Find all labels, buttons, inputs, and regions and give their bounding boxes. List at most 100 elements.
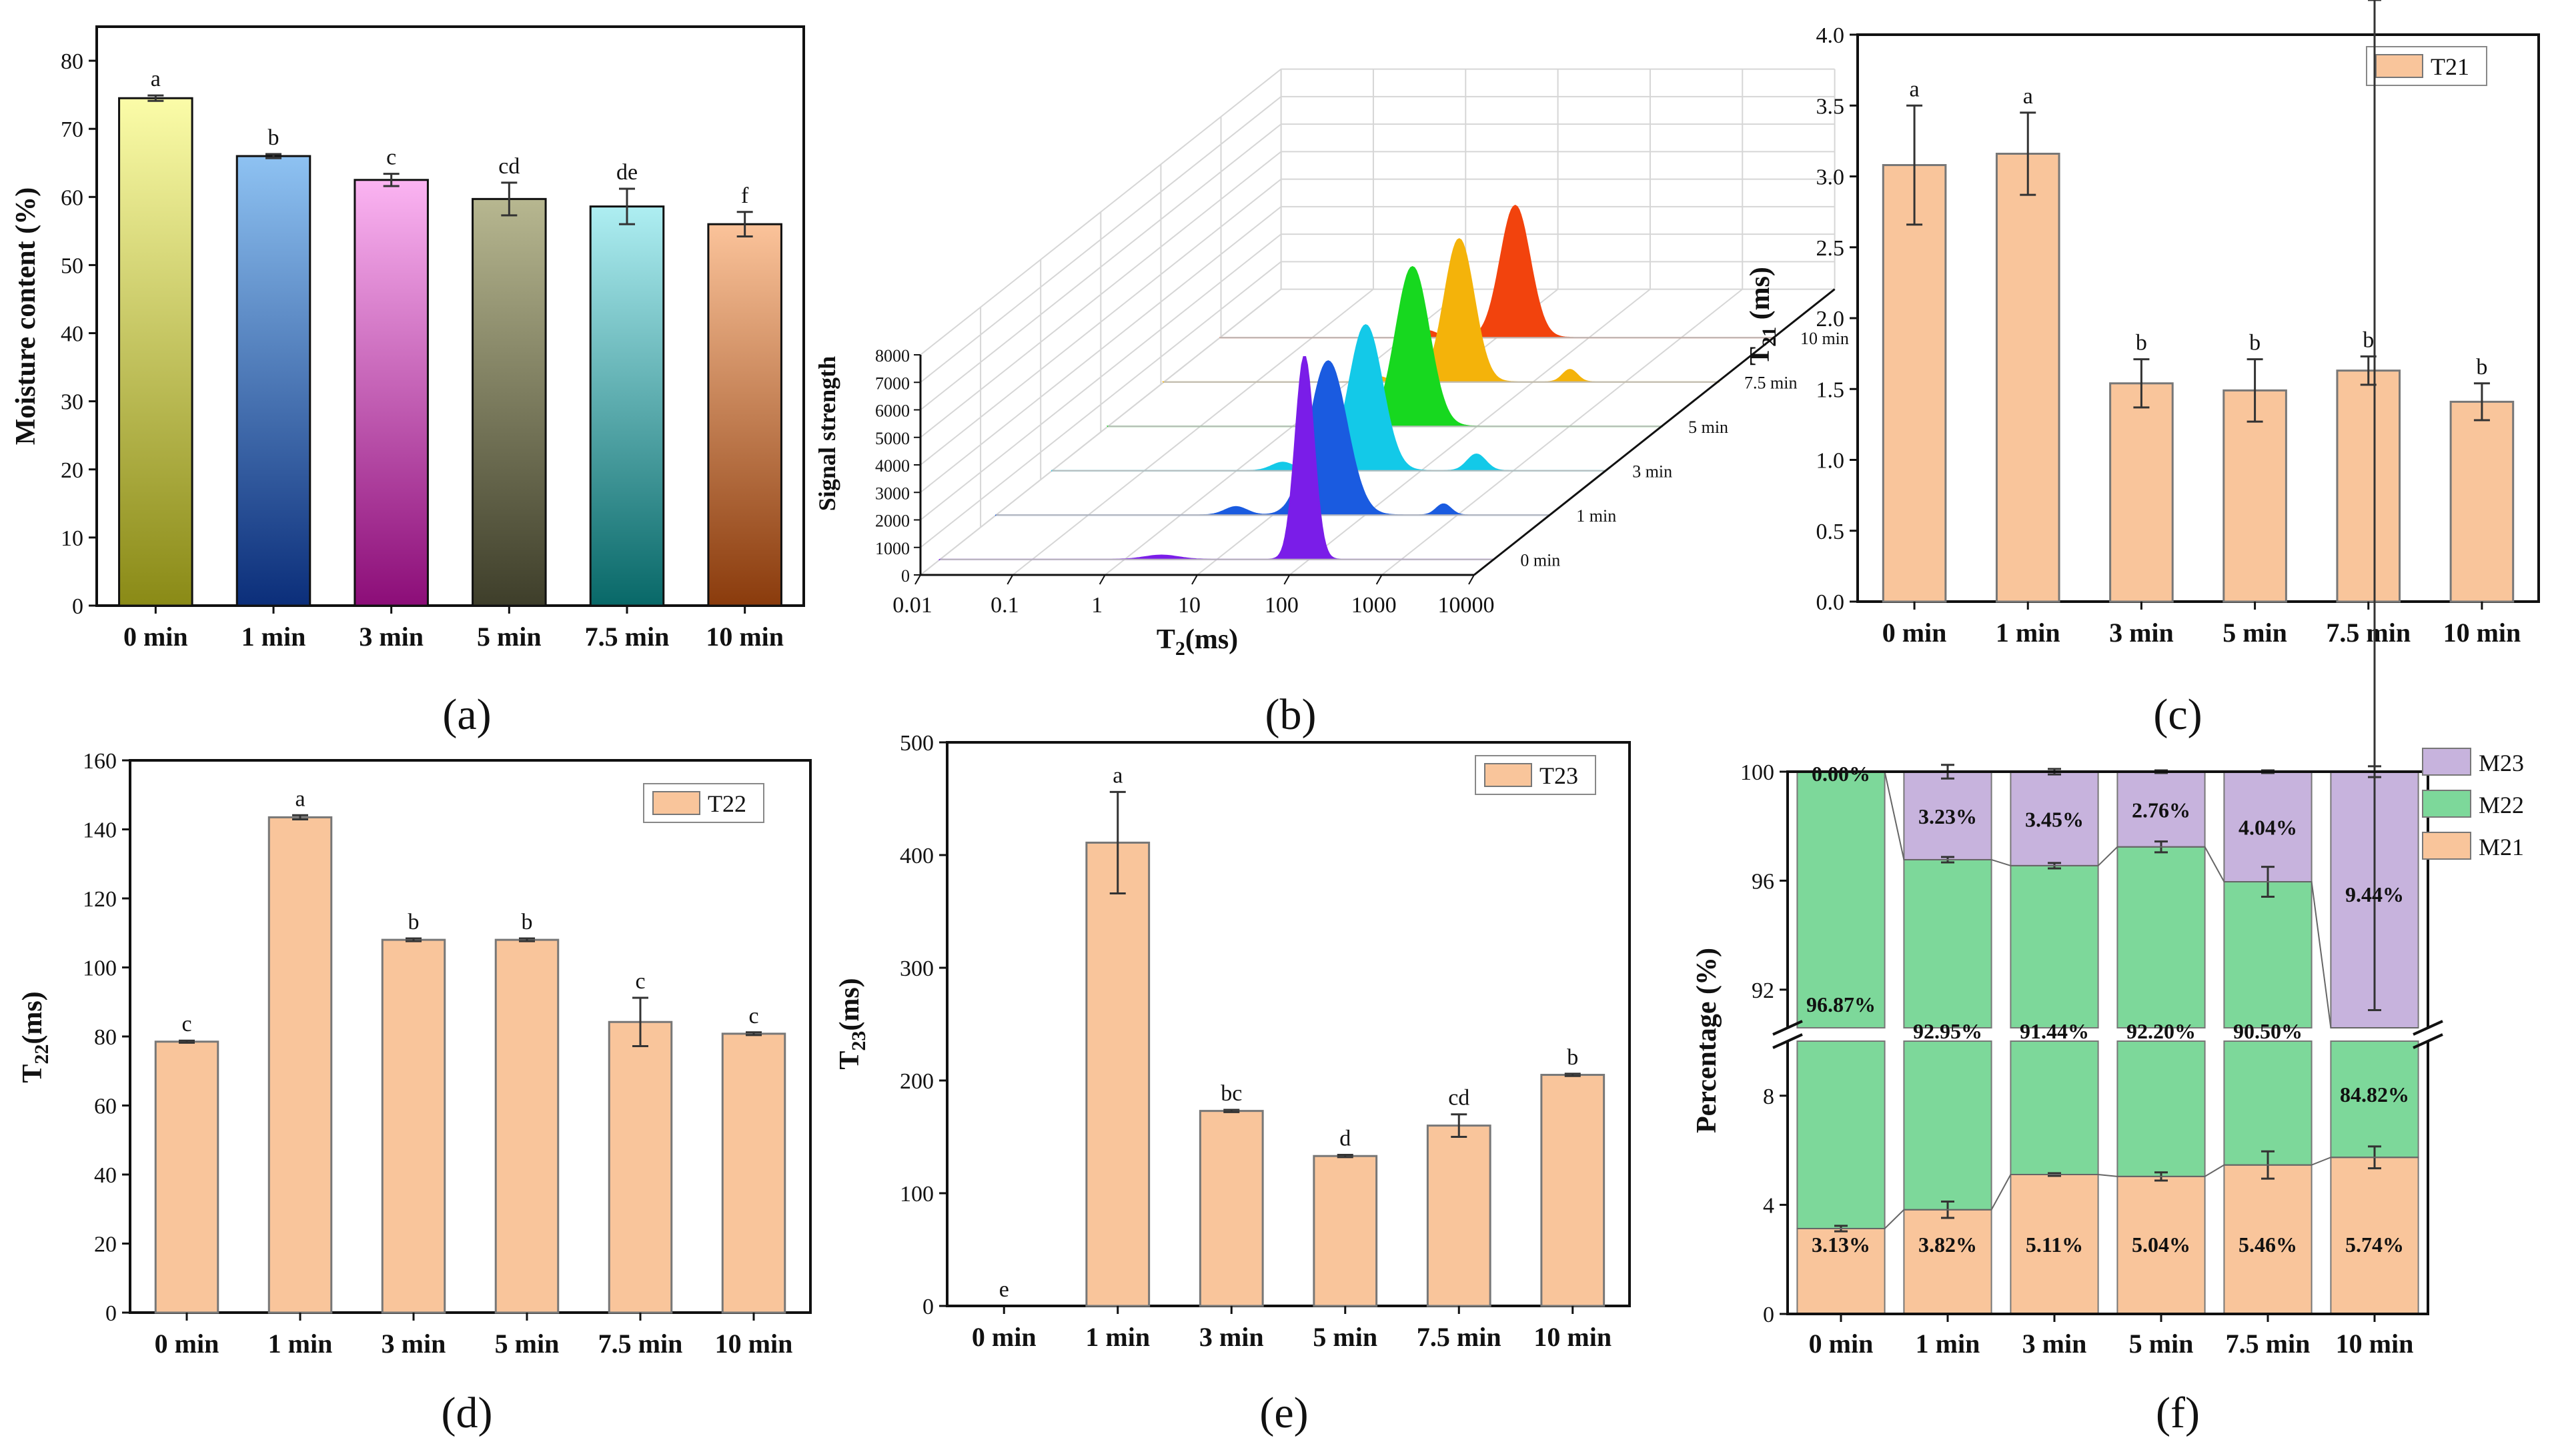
legend-label: T22 <box>708 790 746 817</box>
bar <box>707 223 782 607</box>
y-tick-label: 0 <box>72 594 83 619</box>
axis-break-mark <box>1772 1033 1803 1049</box>
legend-label: M21 <box>2479 834 2524 860</box>
label-m22: 96.87% <box>1806 992 1876 1016</box>
label-m22: 91.44% <box>2020 1019 2089 1043</box>
x-tick-label: 3 min <box>1199 1322 1264 1352</box>
bar-m23 <box>2116 771 2206 848</box>
significance-letter: c <box>181 1012 191 1036</box>
floor-grid-line <box>1012 288 1374 576</box>
y-tick-label: 60 <box>94 1095 117 1119</box>
x-tick-label: 0.01 <box>892 593 932 618</box>
y-tick-label: 0.0 <box>1816 590 1845 615</box>
bar <box>721 1032 786 1314</box>
depth-tick-label: 3 min <box>1632 462 1672 482</box>
bar-m23 <box>1903 771 1992 860</box>
bar-m22-upper <box>1796 771 1886 1028</box>
significance-letter: a <box>151 67 161 91</box>
y-tick-label: 50 <box>61 253 83 278</box>
depth-tick-label: 1 min <box>1576 506 1616 526</box>
y-tick-label: 7000 <box>875 374 910 393</box>
label-m22: 92.95% <box>1913 1019 1982 1043</box>
y-tick-label: 100 <box>83 956 117 981</box>
x-tick-label: 1 min <box>241 622 306 652</box>
x-tick-label: 1 min <box>1085 1322 1150 1352</box>
bar-m21 <box>1903 1209 1992 1315</box>
significance-letter: c <box>386 145 396 170</box>
significance-letter: b <box>268 125 279 150</box>
x-tick-label: 0.1 <box>991 593 1019 618</box>
label-m21: 5.11% <box>2026 1233 2083 1257</box>
panel-label-a: (a) <box>442 690 491 739</box>
y-tick-label: 4 <box>1763 1193 1774 1218</box>
label-m22: 92.20% <box>2126 1019 2196 1043</box>
significance-letter: b <box>2476 355 2487 380</box>
y-tick-label: 8 <box>1763 1084 1774 1109</box>
x-tick-label: 10 min <box>2443 618 2521 648</box>
axis-break-mark <box>1772 1020 1803 1036</box>
panel-label-c: (c) <box>2153 690 2202 739</box>
significance-letter: c <box>748 1004 758 1028</box>
x-tick-label: 1 min <box>1916 1329 1980 1359</box>
y-tick-label: 20 <box>61 458 83 483</box>
y-tick-label: 96 <box>1752 869 1774 894</box>
significance-letter: c <box>635 969 645 994</box>
legend-label: M22 <box>2479 792 2524 818</box>
x-tick-label: 5 min <box>495 1329 560 1359</box>
bar-m23 <box>2223 771 2313 883</box>
x-axis-label: T2(ms) <box>1157 624 1238 660</box>
y-tick-label: 0 <box>105 1301 117 1326</box>
y-tick-label: 3000 <box>875 484 910 503</box>
significance-letter: b <box>2363 327 2374 352</box>
y-axis-label: Moisture content (%) <box>11 187 41 445</box>
y-tick-label: 100 <box>900 1182 934 1207</box>
y-tick-label: 100 <box>1740 760 1774 785</box>
y-tick-label: 80 <box>61 49 83 74</box>
y-tick-label: 2000 <box>875 512 910 531</box>
significance-letter: f <box>741 183 749 208</box>
x-tick-label: 5 min <box>2129 1329 2194 1359</box>
y-tick-label: 1000 <box>875 539 910 558</box>
x-tick-label: 100 <box>1265 593 1299 618</box>
spectrum-1-min <box>995 360 1551 516</box>
label-m21: 5.04% <box>2132 1233 2190 1257</box>
x-tick-label: 3 min <box>359 622 424 652</box>
legend-swatch <box>1484 763 1532 787</box>
m22-connector <box>1797 771 2419 1028</box>
label-m23: 2.76% <box>2132 798 2190 822</box>
y-tick-label: 140 <box>83 818 117 843</box>
x-tick-label: 0 min <box>972 1322 1037 1352</box>
label-m21: 5.74% <box>2345 1233 2404 1257</box>
bar-m22-upper <box>1903 858 1992 1029</box>
y-tick-label: 5000 <box>875 429 910 448</box>
x-tick-label: 7.5 min <box>585 622 670 652</box>
bar <box>1882 164 1947 603</box>
significance-letter: a <box>1113 763 1123 788</box>
significance-letter: a <box>2023 84 2033 109</box>
label-m22: 90.50% <box>2233 1019 2303 1043</box>
bar-m21 <box>2223 1164 2313 1315</box>
x-tick-label: 7.5 min <box>2226 1329 2311 1359</box>
bar <box>608 1020 673 1314</box>
bar-m22-lower <box>2116 1040 2206 1177</box>
legend-swatch <box>2422 748 2471 776</box>
axis-break-mark <box>2413 1033 2443 1049</box>
legend-swatch <box>2375 54 2423 78</box>
bar <box>1540 1074 1606 1307</box>
y-tick-label: 1.0 <box>1816 449 1845 474</box>
significance-letter: bc <box>1221 1081 1242 1106</box>
x-tick-label: 1 min <box>1996 618 2060 648</box>
panel-a-moisture-chart: 0 10 20 30 40 50 60 70 80 a 0 min b 1 min c 3 min cd 5 m… <box>11 25 805 652</box>
legend-swatch <box>2422 832 2471 860</box>
panel-label-b: (b) <box>1265 690 1317 739</box>
x-tick-mark <box>1191 574 1198 585</box>
axis-break-mark <box>2413 1020 2443 1036</box>
x-tick-mark <box>914 574 921 585</box>
bar-m22-upper <box>2010 864 2099 1028</box>
significance-letter: cd <box>498 154 520 179</box>
label-m23: 4.04% <box>2239 816 2297 840</box>
y-tick-label: 0 <box>901 566 910 586</box>
bar <box>2449 400 2515 603</box>
spectrum-10-min <box>1219 205 1774 339</box>
